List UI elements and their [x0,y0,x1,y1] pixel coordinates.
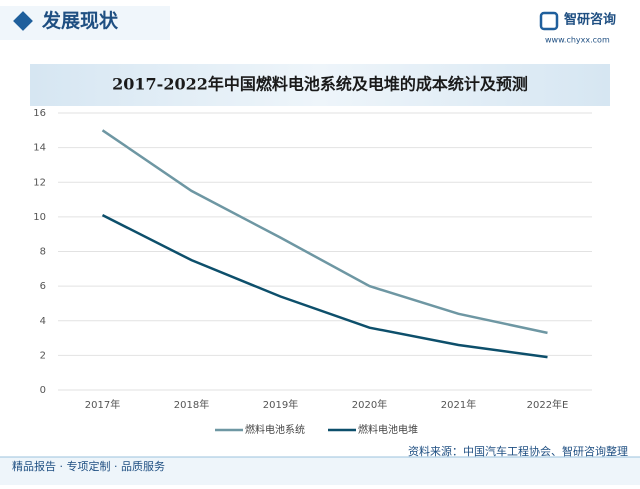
y-tick-label: 8 [40,247,46,258]
y-tick-label: 14 [33,143,46,154]
x-tick-label: 2021年 [441,398,476,411]
header-title: 发展现状 [41,9,119,32]
source: 资料来源：中国汽车工程协会、智研咨询整理 [408,444,628,458]
y-tick-label: 2 [40,350,46,361]
brand-url: www.chyxx.com [545,36,610,45]
series-line [101,129,548,335]
footer-band [0,457,640,485]
y-tick-label: 16 [33,108,46,119]
y-tick-label: 4 [40,316,46,327]
header-icon [13,11,33,31]
title-banner [30,64,610,106]
y-tick-label: 12 [33,177,46,188]
plot: 0 2 4 6 8 10 12 14 16 2017年 2018年 2019年 2020年 2021年 20… [33,108,592,436]
chart-title: 2017-2022年中国燃料电池系统及电堆的成本统计及预测 [112,75,528,94]
brand-name: 智研咨询 [564,12,616,28]
brand-logo [539,11,559,31]
x-tick-label: 2019年 [263,398,298,411]
y-tick-label: 0 [40,385,46,396]
legend-label: 燃料电池系统 [245,423,305,436]
footer-slogan: 精品报告 · 专项定制 · 品质服务 [12,459,165,473]
x-tick-label: 2018年 [174,398,209,411]
y-tick-label: 6 [40,281,46,292]
x-tick-label: 2022年E [527,398,569,411]
legend-label: 燃料电池电堆 [358,423,418,436]
y-tick-label: 10 [33,212,46,223]
x-tick-label: 2020年 [352,398,387,411]
series-line [101,214,548,359]
x-tick-label: 2017年 [85,398,120,411]
